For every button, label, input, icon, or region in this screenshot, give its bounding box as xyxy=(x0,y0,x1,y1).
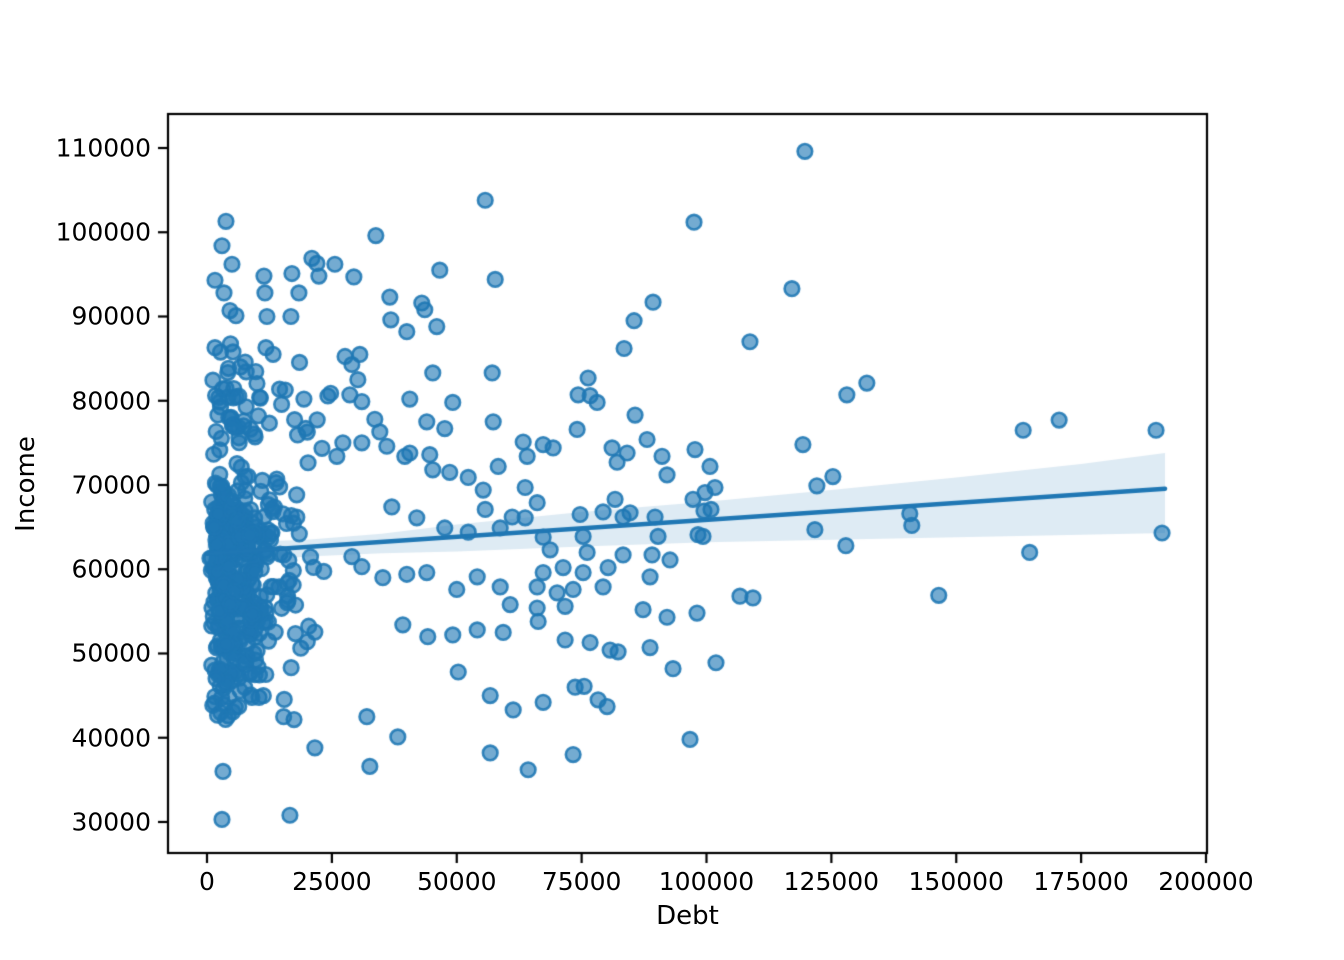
x-tick-label: 0 xyxy=(199,867,215,896)
y-tick-label: 80000 xyxy=(71,386,151,416)
x-tick-label: 75000 xyxy=(541,867,622,896)
x-tick-label: 125000 xyxy=(783,867,880,896)
x-axis-label: Debt xyxy=(656,901,719,931)
y-tick-label: 50000 xyxy=(71,638,151,668)
x-tick-label: 25000 xyxy=(292,867,372,896)
x-tick-label: 200000 xyxy=(1158,867,1254,896)
y-tick-label: 100000 xyxy=(55,217,151,247)
y-tick-label: 60000 xyxy=(71,554,151,584)
y-axis-label: Income xyxy=(11,435,41,532)
y-tick-label: 110000 xyxy=(55,133,151,163)
x-tick-label: 50000 xyxy=(416,867,497,896)
y-tick-label: 90000 xyxy=(71,301,151,331)
x-tick-label: 150000 xyxy=(908,867,1004,896)
y-tick-label: 40000 xyxy=(71,723,151,753)
y-tick-label: 30000 xyxy=(71,807,151,837)
x-tick-label: 100000 xyxy=(658,867,755,896)
y-tick-label: 70000 xyxy=(71,470,151,500)
x-tick-label: 175000 xyxy=(1033,867,1129,896)
